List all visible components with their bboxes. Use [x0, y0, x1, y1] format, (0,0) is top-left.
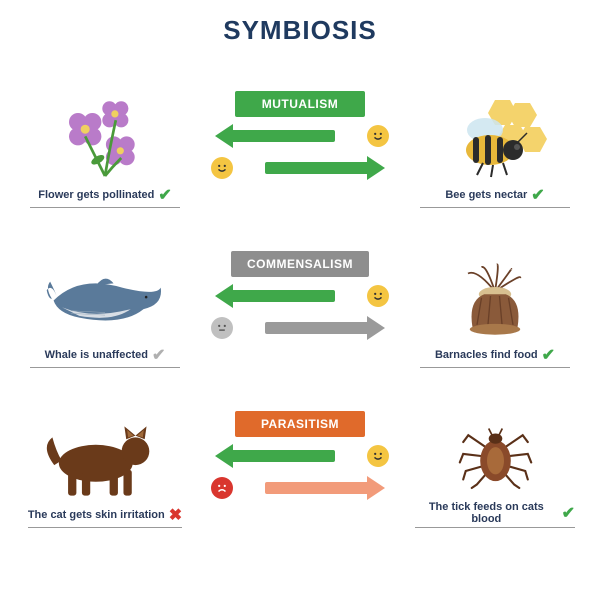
check-icon: ✔ — [152, 345, 165, 365]
arrow-top — [215, 283, 385, 309]
caption-text: Barnacles find food — [435, 349, 538, 361]
badge-commensalism: COMMENSALISM — [231, 251, 369, 277]
caption-row: The cat gets skin irritation ✖ — [28, 505, 182, 528]
smile-icon — [367, 125, 389, 147]
arrow-bottom — [215, 155, 385, 181]
caption-row: Flower gets pollinated ✔ — [30, 185, 180, 208]
caption-row: Whale is unaffected ✔ — [30, 345, 180, 368]
caption-text: Flower gets pollinated — [38, 189, 154, 201]
caption-row: The tick feeds on cats blood ✔ — [415, 501, 575, 528]
caption-text: Bee gets nectar — [445, 189, 527, 201]
section-mutualism: Flower gets pollinated ✔ MUTUALISM — [25, 56, 575, 216]
right-panel: The tick feeds on cats blood ✔ — [415, 376, 575, 536]
smile-icon — [367, 445, 389, 467]
neutral-icon — [211, 317, 233, 339]
left-panel: The cat gets skin irritation ✖ — [25, 376, 185, 536]
smile-icon — [367, 285, 389, 307]
section-commensalism: Whale is unaffected ✔ COMMENSALISM — [25, 216, 575, 376]
left-panel: Whale is unaffected ✔ — [25, 216, 185, 376]
center-panel: COMMENSALISM — [200, 251, 400, 341]
badge-parasitism: PARASITISM — [235, 411, 365, 437]
bee-icon — [435, 95, 555, 185]
check-icon: ✔ — [158, 185, 171, 205]
badge-mutualism: MUTUALISM — [235, 91, 365, 117]
right-panel: Bee gets nectar ✔ — [415, 56, 575, 216]
smile-icon — [211, 157, 233, 179]
page-title: SYMBIOSIS — [25, 15, 575, 46]
caption-text: Whale is unaffected — [45, 349, 148, 361]
check-icon: ✔ — [531, 185, 544, 205]
check-icon: ✔ — [542, 345, 555, 365]
barnacle-icon — [435, 255, 555, 345]
cat-icon — [45, 415, 165, 505]
left-panel: Flower gets pollinated ✔ — [25, 56, 185, 216]
frown-icon — [211, 477, 233, 499]
caption-text: The tick feeds on cats blood — [415, 501, 558, 525]
section-parasitism: The cat gets skin irritation ✖ PARASITIS… — [25, 376, 575, 536]
center-panel: PARASITISM — [200, 411, 400, 501]
caption-row: Bee gets nectar ✔ — [420, 185, 570, 208]
arrow-top — [215, 123, 385, 149]
right-panel: Barnacles find food ✔ — [415, 216, 575, 376]
check-icon: ✔ — [562, 503, 575, 523]
caption-text: The cat gets skin irritation — [28, 509, 165, 521]
caption-row: Barnacles find food ✔ — [420, 345, 570, 368]
arrow-top — [215, 443, 385, 469]
cross-icon: ✖ — [169, 505, 182, 525]
tick-icon — [435, 411, 555, 501]
arrow-bottom — [215, 315, 385, 341]
center-panel: MUTUALISM — [200, 91, 400, 181]
whale-icon — [45, 255, 165, 345]
arrow-bottom — [215, 475, 385, 501]
flower-icon — [45, 95, 165, 185]
